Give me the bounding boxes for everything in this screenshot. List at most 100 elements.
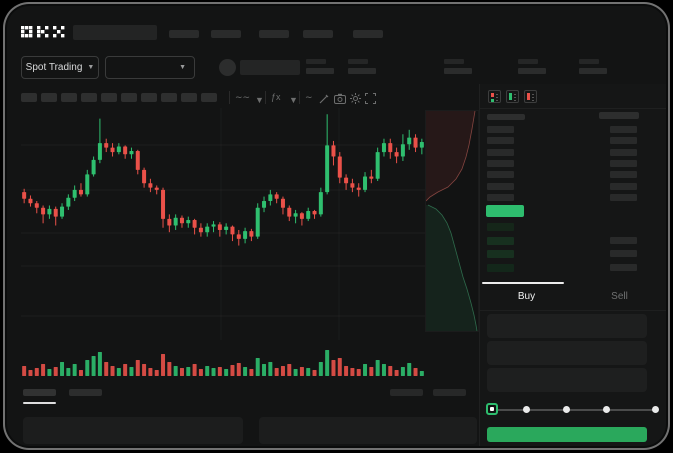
bid-row[interactable] (487, 263, 647, 272)
timeframe-button-placeholder[interactable] (101, 93, 117, 102)
ask-row[interactable] (487, 126, 647, 134)
volume-bar (407, 363, 412, 376)
volume-bar (66, 368, 71, 376)
stat-value-placeholder (518, 68, 546, 74)
candle-body (369, 176, 374, 179)
candle-body (116, 146, 121, 153)
draw-tool-icon[interactable] (319, 93, 330, 104)
bottom-action-placeholder[interactable] (433, 389, 466, 396)
candle-body (34, 203, 39, 208)
ask-row[interactable] (487, 182, 647, 191)
candle-body (205, 226, 210, 233)
volume-bar (47, 369, 52, 376)
price-input[interactable] (487, 314, 647, 338)
camera-icon[interactable] (334, 93, 346, 104)
candle-body (53, 208, 58, 217)
volume-bar (72, 364, 77, 376)
chevron-down-icon[interactable]: ▼ (255, 95, 264, 105)
nav-item-placeholder[interactable] (353, 30, 383, 38)
bid-row[interactable] (487, 236, 647, 245)
timeframe-button-placeholder[interactable] (41, 93, 57, 102)
ask-row[interactable] (487, 171, 647, 179)
slider-stop[interactable] (522, 406, 530, 413)
tab-sell[interactable]: Sell (611, 290, 628, 302)
candle-body (230, 226, 235, 235)
bid-price-placeholder (487, 263, 514, 272)
ask-row[interactable] (487, 159, 647, 168)
ask-price-placeholder (487, 182, 514, 190)
timeframe-button-placeholder[interactable] (181, 93, 197, 102)
candle-body (148, 183, 153, 188)
nav-item-placeholder[interactable] (259, 30, 289, 38)
timeframe-button-placeholder[interactable] (21, 93, 37, 102)
bottom-action-placeholder[interactable] (390, 389, 423, 396)
orderbook-col-header (599, 112, 639, 119)
ask-row[interactable] (487, 137, 647, 145)
slider-stop[interactable] (562, 406, 570, 413)
slider-stop[interactable] (602, 406, 610, 413)
volume-bar (148, 368, 153, 376)
depth-visualization[interactable] (425, 110, 479, 332)
amount-slider[interactable] (486, 403, 659, 415)
volume-bar (331, 360, 336, 376)
volume-bar (243, 367, 248, 376)
amount-input[interactable] (487, 341, 647, 365)
pair-selector-dropdown[interactable]: ▼ (105, 56, 195, 79)
orderbook-col-header (487, 114, 525, 120)
book-combined-icon[interactable] (488, 90, 501, 103)
candle-body (413, 137, 418, 148)
fullscreen-icon[interactable] (365, 93, 376, 104)
market-type-dropdown[interactable]: Spot Trading ▼ (21, 56, 99, 79)
candle-body (110, 147, 115, 153)
indicator-fx-icon[interactable]: ƒx (271, 92, 281, 102)
book-asks-icon[interactable] (524, 90, 537, 103)
book-bids-icon[interactable] (506, 90, 519, 103)
candle-body (236, 234, 241, 239)
timeframe-button-placeholder[interactable] (121, 93, 137, 102)
bottom-tab[interactable] (69, 389, 102, 396)
orders-panel-placeholder (23, 417, 243, 444)
bid-row[interactable] (487, 250, 647, 258)
volume-bar (413, 368, 418, 376)
volume-bar (262, 364, 267, 376)
candle-body (41, 207, 46, 215)
buy-submit-button[interactable] (487, 427, 647, 442)
volume-bar (318, 362, 323, 376)
candle-body (381, 143, 386, 153)
nav-item-placeholder[interactable] (211, 30, 241, 38)
gear-icon[interactable] (350, 93, 361, 104)
ask-amount-placeholder (610, 182, 637, 190)
volume-bar (142, 364, 147, 376)
slider-handle[interactable] (486, 403, 498, 415)
nav-item-placeholder[interactable] (303, 30, 333, 38)
total-input[interactable] (487, 368, 647, 392)
timeframe-button-placeholder[interactable] (201, 93, 217, 102)
tab-buy[interactable]: Buy (480, 282, 573, 309)
bottom-tab-active[interactable] (23, 389, 56, 396)
candle-body (318, 192, 323, 215)
candle-body (224, 226, 229, 230)
ask-row[interactable] (487, 148, 647, 157)
chevron-down-icon[interactable]: ▼ (289, 95, 298, 105)
volume-bar (211, 368, 216, 376)
timeframe-button-placeholder[interactable] (81, 93, 97, 102)
timeframe-button-placeholder[interactable] (161, 93, 177, 102)
line-chart-icon[interactable]: ∼ (305, 92, 313, 102)
slider-stop[interactable] (651, 406, 659, 413)
bid-amount-placeholder (610, 250, 637, 257)
ask-row[interactable] (487, 193, 647, 202)
bid-row[interactable] (487, 223, 647, 231)
volume-bar (344, 366, 349, 376)
orderbook-view-toggles (488, 90, 542, 108)
candle-body (299, 213, 304, 219)
candle-body (135, 150, 140, 170)
candle-body (280, 198, 285, 208)
timeframe-button-placeholder[interactable] (61, 93, 77, 102)
timeframe-button-placeholder[interactable] (141, 93, 157, 102)
candlestick-chart[interactable] (21, 108, 425, 340)
candle-style-icon[interactable]: ∼∼ (235, 92, 251, 102)
nav-item-placeholder[interactable] (169, 30, 199, 38)
candle-body (66, 197, 71, 207)
bid-amount-placeholder (610, 263, 637, 271)
volume-bar (205, 366, 210, 376)
